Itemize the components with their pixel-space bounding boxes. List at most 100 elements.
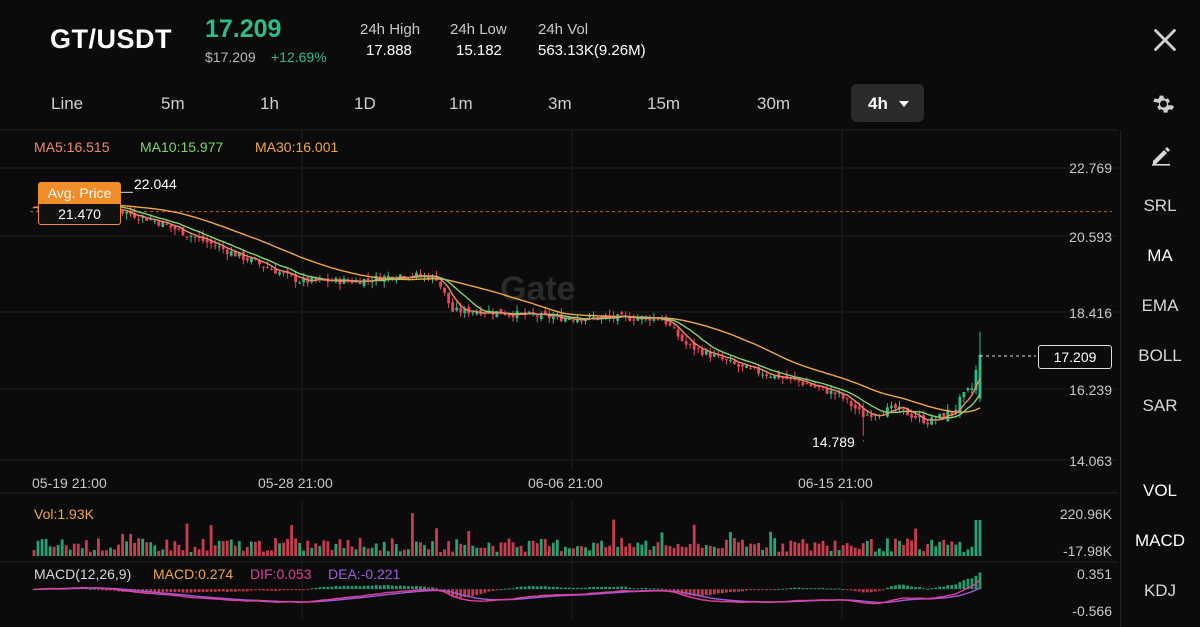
- macd-histogram-bar: [225, 589, 229, 592]
- tool-macd[interactable]: MACD: [1134, 531, 1186, 550]
- volume-bar: [374, 543, 378, 556]
- volume-bar: [837, 549, 841, 556]
- candle-body: [225, 249, 229, 255]
- candle-body: [539, 313, 543, 320]
- tf-1h[interactable]: 1h: [260, 94, 279, 113]
- candle-body: [535, 315, 539, 317]
- candle-body: [551, 317, 555, 320]
- volume-bar: [101, 550, 104, 556]
- tool-boll[interactable]: BOLL: [1138, 346, 1182, 365]
- tf-30m[interactable]: 30m: [757, 94, 791, 113]
- volume-bar: [423, 545, 426, 556]
- volume-bar: [551, 542, 555, 556]
- close-icon[interactable]: [1152, 27, 1178, 53]
- gear-icon[interactable]: [1150, 92, 1174, 116]
- tool-srl[interactable]: SRL: [1143, 196, 1177, 215]
- candle-body: [563, 318, 567, 322]
- candle-body: [930, 417, 934, 425]
- macd-histogram-bar: [821, 587, 825, 590]
- stat-low-value: 15.182: [456, 42, 502, 59]
- volume-bar: [616, 546, 620, 556]
- tf-1m[interactable]: 1m: [449, 94, 473, 113]
- macd-histogram-bar: [894, 585, 897, 590]
- candle-body: [213, 245, 217, 247]
- candle-body: [853, 404, 857, 409]
- candle-body: [781, 377, 785, 379]
- volume-bar: [584, 547, 587, 556]
- macd-histogram-bar: [229, 589, 233, 592]
- tf-3m[interactable]: 3m: [548, 94, 572, 113]
- volume-bar: [724, 539, 728, 556]
- candle-body: [656, 319, 660, 321]
- candle-body: [749, 367, 752, 369]
- macd-params: MACD(12,26,9): [34, 566, 132, 582]
- volume-bar: [833, 540, 837, 556]
- macd-histogram-bar: [910, 586, 913, 590]
- volume-bar: [342, 548, 346, 556]
- tf-4h-dropdown[interactable]: 4h: [851, 84, 924, 122]
- stat-vol-label: 24h Vol: [538, 21, 589, 38]
- tf-line[interactable]: Line: [51, 94, 84, 113]
- candle-body: [451, 302, 455, 312]
- macd-histogram-bar: [970, 578, 974, 590]
- volume-bar: [757, 542, 761, 556]
- volume-bar: [88, 551, 92, 556]
- volume-bar: [491, 545, 495, 556]
- macd-histogram-bar: [749, 589, 752, 591]
- candle-body: [495, 311, 499, 317]
- tool-sar[interactable]: SAR: [1142, 396, 1178, 415]
- candle-body: [567, 318, 571, 320]
- candle-body: [684, 341, 688, 345]
- price-chart[interactable]: Gate: [0, 0, 1120, 627]
- macd-histogram-bar: [249, 589, 253, 591]
- macd-histogram-bar: [700, 589, 704, 597]
- macd-histogram-bar: [942, 586, 946, 590]
- macd-histogram-bar: [233, 589, 237, 592]
- volume-bar: [137, 538, 141, 556]
- volume-bar: [511, 542, 515, 556]
- volume-bar: [463, 545, 467, 556]
- macd-histogram-bar: [873, 589, 877, 592]
- candle-body: [813, 385, 817, 388]
- volume-bar: [559, 551, 563, 556]
- macd-histogram-bar: [733, 589, 736, 592]
- volume-bar: [467, 531, 471, 556]
- tf-1d[interactable]: 1D: [354, 94, 376, 113]
- volume-bar: [712, 546, 716, 556]
- macd-histogram-bar: [656, 588, 660, 590]
- dif-line: [33, 579, 981, 605]
- candle-body: [737, 364, 740, 367]
- macd-histogram-bar: [588, 587, 591, 590]
- candle-body: [362, 278, 366, 286]
- volume-bar: [483, 547, 487, 556]
- macd-histogram-bar: [841, 588, 845, 590]
- macd-histogram-bar: [499, 589, 503, 591]
- volume-bar: [720, 548, 724, 556]
- volume-bar: [620, 538, 624, 556]
- volume-bar: [153, 545, 157, 556]
- candle-body: [773, 374, 777, 379]
- tool-ema[interactable]: EMA: [1141, 296, 1179, 315]
- tool-ma[interactable]: MA: [1147, 246, 1173, 265]
- tf-5m[interactable]: 5m: [161, 94, 185, 113]
- macd-histogram-bar: [958, 582, 962, 590]
- volume-bar: [942, 539, 946, 556]
- pencil-icon[interactable]: [1150, 144, 1172, 166]
- candle-body: [700, 349, 704, 355]
- macd-histogram-bar: [314, 587, 318, 590]
- tf-15m[interactable]: 15m: [647, 94, 681, 113]
- candle-body: [572, 320, 575, 322]
- candle-body: [757, 367, 761, 374]
- volume-bar: [443, 549, 447, 556]
- macd-histogram-bar: [930, 588, 934, 590]
- candle-body: [262, 266, 265, 268]
- tool-kdj[interactable]: KDJ: [1143, 581, 1177, 600]
- tool-vol[interactable]: VOL: [1142, 481, 1178, 500]
- volume-bar: [539, 538, 543, 556]
- volume-bar: [68, 549, 72, 556]
- volume-bar: [543, 538, 547, 556]
- volume-bar: [113, 549, 116, 556]
- macd-histogram-bar: [298, 589, 302, 591]
- macd-histogram-bar: [861, 589, 865, 593]
- candle-body: [165, 223, 169, 225]
